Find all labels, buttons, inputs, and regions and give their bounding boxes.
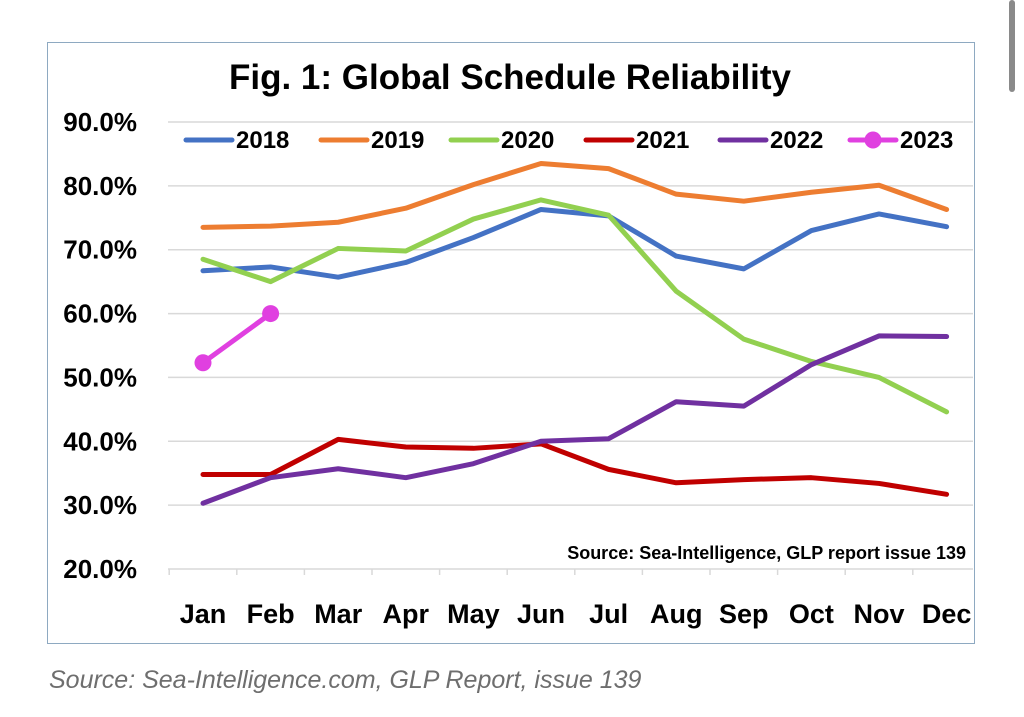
legend-label-2022: 2022 <box>770 127 823 154</box>
legend-label-2021: 2021 <box>636 127 689 154</box>
x-tick-label: Jan <box>180 599 227 629</box>
y-tick-label: 30.0% <box>63 490 137 520</box>
series-line-2019 <box>200 161 950 230</box>
x-tick-label: Jun <box>517 599 565 629</box>
x-tick-label: Jul <box>589 599 628 629</box>
series-line-2020 <box>200 197 950 415</box>
series-line-2021 <box>200 436 950 497</box>
legend-label-2023: 2023 <box>900 127 953 154</box>
y-tick-label: 80.0% <box>63 171 137 201</box>
legend: 2018 2019 2020 2021 2022 2023 <box>183 127 953 154</box>
y-axis-ticks: 20.0% 30.0% 40.0% 50.0% 60.0% 70.0% 80.0% 90.0% <box>63 107 137 584</box>
chart-source-annotation: Source: Sea-Intelligence, GLP report iss… <box>567 543 966 563</box>
x-tick-label: Nov <box>853 599 904 629</box>
line-chart: Fig. 1: Global Schedule Reliability 20.0… <box>63 58 973 629</box>
x-axis-ticks: Jan Feb Mar Apr May Jun Jul Aug Sep Oct Nov Dec <box>180 599 972 629</box>
x-tick-label: Mar <box>314 599 363 629</box>
y-tick-label: 90.0% <box>63 107 137 137</box>
y-tick-label: 50.0% <box>63 362 137 392</box>
x-tick-label: Feb <box>247 599 295 629</box>
data-point-2023 <box>194 354 212 372</box>
x-tick-label: Dec <box>922 599 972 629</box>
chart-title: Fig. 1: Global Schedule Reliability <box>229 58 792 97</box>
legend-marker-2023 <box>864 131 882 149</box>
y-tick-label: 60.0% <box>63 299 137 329</box>
x-tick-label: Apr <box>383 599 430 629</box>
legend-label-2019: 2019 <box>371 127 424 154</box>
series-line-2022 <box>200 333 950 506</box>
y-tick-label: 20.0% <box>63 554 137 584</box>
y-tick-label: 70.0% <box>63 235 137 265</box>
legend-label-2020: 2020 <box>501 127 554 154</box>
x-tick-label: Oct <box>789 599 834 629</box>
x-tick-label: Aug <box>650 599 702 629</box>
x-tick-label: Sep <box>719 599 769 629</box>
legend-label-2018: 2018 <box>236 127 289 154</box>
gridlines <box>168 121 973 506</box>
chart-frame: Fig. 1: Global Schedule Reliability 20.0… <box>47 42 975 644</box>
series-line-2023 <box>200 311 274 366</box>
x-tick-label: May <box>447 599 500 629</box>
figure-caption: Source: Sea-Intelligence.com, GLP Report… <box>49 666 642 694</box>
series-lines <box>194 161 950 506</box>
data-point-2023 <box>262 305 280 323</box>
axes <box>168 568 973 575</box>
scrollbar-thumb[interactable] <box>1009 0 1015 92</box>
series-line-2018 <box>200 206 950 280</box>
y-tick-label: 40.0% <box>63 426 137 456</box>
